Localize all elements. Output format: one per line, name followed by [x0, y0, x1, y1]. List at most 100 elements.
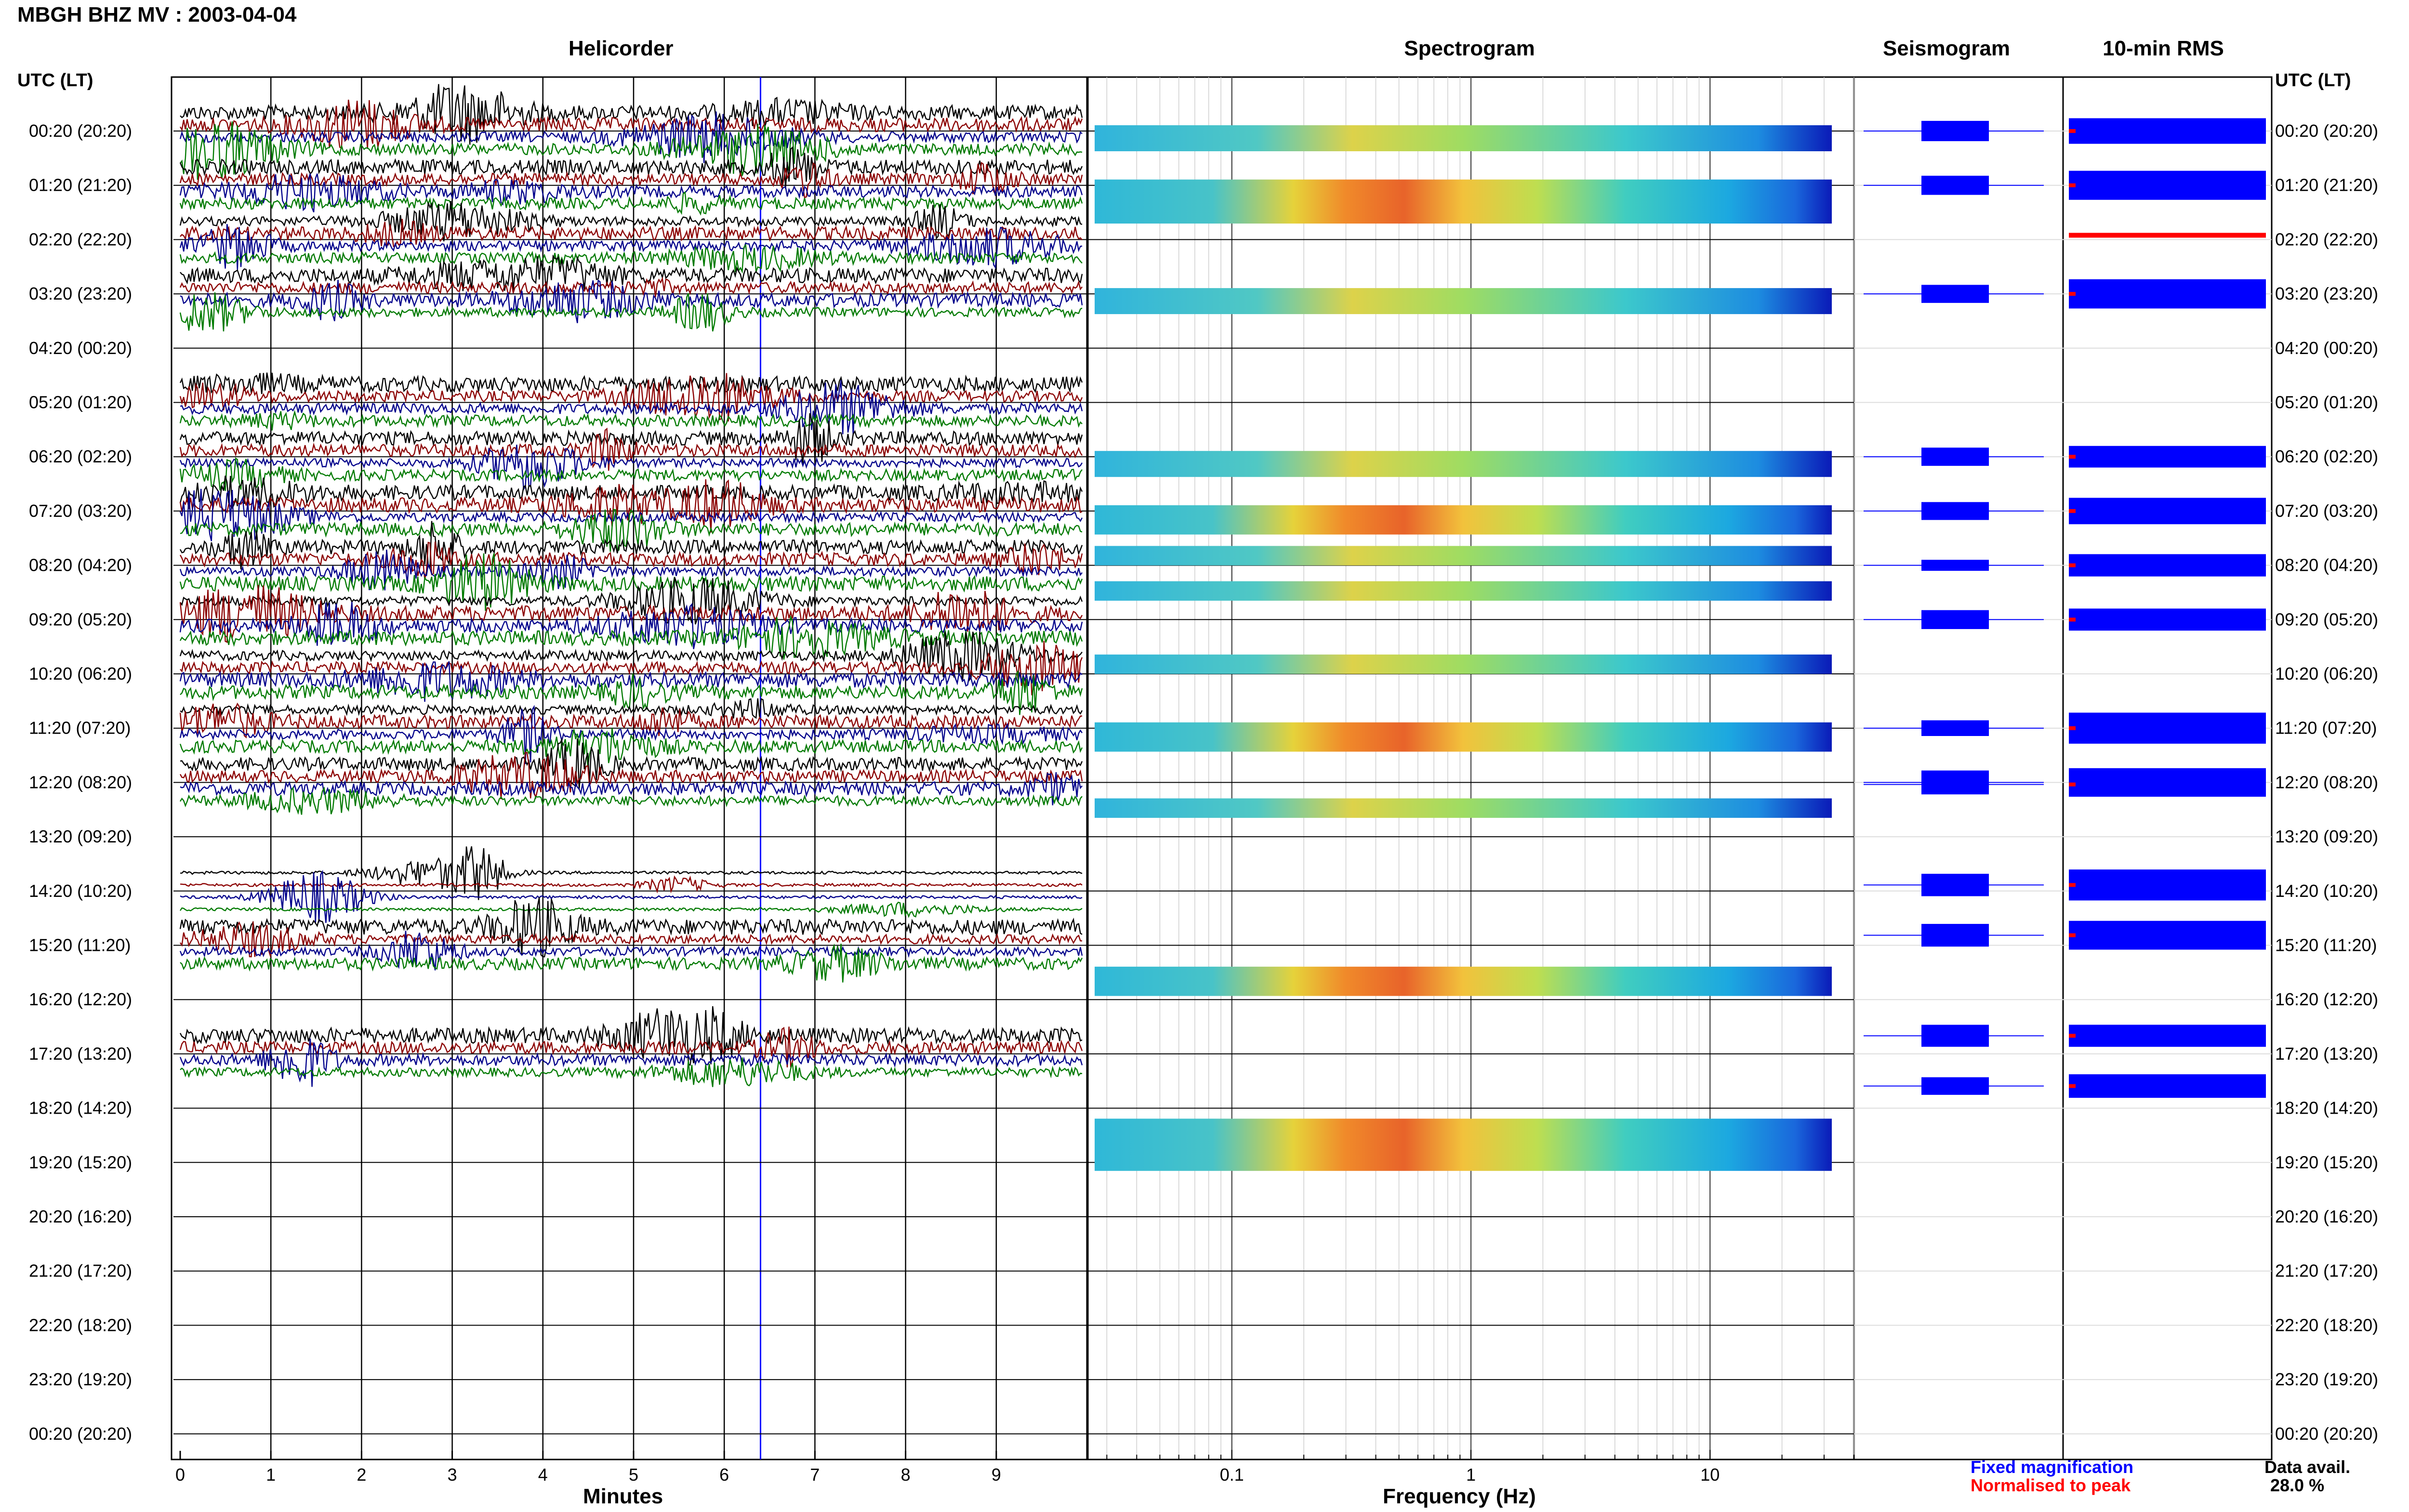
spectrogram-band: [1095, 722, 1832, 752]
rms-peak-line: [2069, 233, 2266, 238]
row-label-left: 21:20 (17:20): [29, 1261, 132, 1281]
row-label-left: 18:20 (14:20): [29, 1098, 132, 1118]
helicorder-trace: [179, 488, 1083, 541]
helicorder-trace: [179, 427, 1083, 471]
row-label-left: 03:20 (23:20): [29, 284, 132, 303]
row-label-left: 09:20 (05:20): [29, 609, 132, 629]
minute-tick-label: 3: [448, 1465, 457, 1485]
rms-normalised-mark: [2069, 618, 2076, 622]
row-label-right: 12:20 (08:20): [2275, 772, 2378, 792]
spectrogram-band: [1095, 966, 1832, 996]
rms-normalised-mark: [2069, 726, 2076, 730]
helicorder-trace: [180, 670, 1083, 715]
rms-normalised-mark: [2069, 563, 2076, 567]
helicorder-trace: [179, 243, 1083, 274]
row-label-left: 14:20 (10:20): [29, 881, 132, 901]
row-label-left: 06:20 (02:20): [29, 447, 132, 466]
spectrogram-band: [1095, 451, 1832, 477]
rms-fixed-bar: [2069, 774, 2266, 795]
spectrogram-band: [1095, 125, 1832, 151]
row-label-right: 14:20 (10:20): [2275, 881, 2378, 901]
helicorder-trace: [180, 380, 1083, 435]
rms-fixed-bar: [2069, 446, 2266, 468]
row-label-left: 01:20 (21:20): [29, 175, 132, 195]
helicorder-trace: [180, 846, 1083, 900]
row-label-right: 22:20 (18:20): [2275, 1315, 2378, 1335]
seismogram-frame: [1853, 76, 2064, 1460]
rms-normalised-mark: [2069, 509, 2076, 513]
helicorder-trace: [180, 943, 1083, 983]
row-label-right: 11:20 (07:20): [2275, 718, 2377, 738]
row-label-left: 19:20 (15:20): [29, 1152, 132, 1172]
helicorder-trace: [179, 1006, 1083, 1066]
row-label-right: 17:20 (13:20): [2275, 1044, 2378, 1064]
row-label-right: 09:20 (05:20): [2275, 609, 2378, 629]
helicorder-trace: [180, 121, 1083, 180]
helicorder-trace: [180, 875, 1083, 894]
row-label-right: 03:20 (23:20): [2275, 284, 2378, 303]
data-availability-value: 28.0 %: [2270, 1475, 2325, 1495]
spectrogram-band: [1095, 581, 1832, 601]
helicorder-trace: [179, 373, 1083, 422]
row-label-left: 13:20 (09:20): [29, 827, 132, 846]
row-label-left: 02:20 (22:20): [29, 229, 132, 249]
helicorder-trace: [179, 786, 1083, 815]
rms-fixed-bar: [2069, 279, 2266, 309]
row-label-right: 08:20 (04:20): [2275, 555, 2378, 575]
rms-fixed-bar: [2069, 869, 2266, 901]
minute-tick-label: 1: [266, 1465, 276, 1485]
helicorder-trace: [180, 509, 1083, 552]
helicorder-trace: [180, 772, 1083, 805]
minute-tick-label: 5: [629, 1465, 638, 1485]
spectrogram-band: [1095, 1118, 1832, 1171]
row-label-left: 04:20 (00:20): [29, 338, 132, 358]
row-label-left: 08:20 (04:20): [29, 555, 132, 575]
helicorder-trace: [179, 457, 1083, 491]
spectrogram-band: [1095, 288, 1832, 315]
x-axis-label-frequency: Frequency (Hz): [1383, 1485, 1536, 1508]
row-label-left: 23:20 (19:20): [29, 1369, 132, 1389]
helicorder-trace: [179, 479, 1083, 533]
rms-normalised-mark: [2069, 129, 2076, 133]
rms-normalised-mark: [2069, 883, 2076, 887]
row-label-right: 15:20 (11:20): [2275, 935, 2377, 955]
helicorder-trace: [180, 921, 1083, 958]
row-label-left: 12:20 (08:20): [29, 772, 132, 792]
rms-normalised-mark: [2069, 933, 2076, 937]
minute-tick-label: 0: [175, 1465, 185, 1485]
row-label-right: 05:20 (01:20): [2275, 393, 2378, 412]
row-label-left: 07:20 (03:20): [29, 501, 132, 521]
minute-tick-label: 6: [719, 1465, 729, 1485]
helicorder-trace: [180, 698, 1083, 719]
helicorder-trace: [179, 445, 1083, 491]
helicorder-trace: [180, 1057, 1083, 1087]
seismogram-title: Seismogram: [1882, 37, 2011, 60]
rms-fixed-bar: [2069, 118, 2266, 144]
helicorder-trace: [179, 553, 1083, 611]
helicorder-trace: [179, 224, 1083, 270]
minute-tick-label: 9: [992, 1465, 1001, 1485]
helicorder-trace: [179, 751, 1083, 800]
minute-tick-label: 2: [357, 1465, 366, 1485]
row-label-right: 19:20 (15:20): [2275, 1152, 2378, 1172]
helicorder-trace: [179, 702, 1083, 739]
helicorder-trace: [179, 413, 1083, 465]
helicorder-trace: [179, 521, 1083, 570]
data-availability-label: Data avail.: [2264, 1457, 2351, 1477]
helicorder-title: Helicorder: [569, 37, 674, 60]
row-label-left: 15:20 (11:20): [29, 935, 131, 955]
spectrogram-band: [1095, 654, 1832, 674]
rms-fixed-bar: [2069, 554, 2266, 577]
row-label-right: 01:20 (21:20): [2275, 175, 2378, 195]
rms-fixed-bar: [2069, 608, 2266, 631]
rms-fixed-bar: [2069, 1074, 2266, 1098]
row-label-left: 11:20 (07:20): [29, 718, 131, 738]
row-label-right: 16:20 (12:20): [2275, 989, 2378, 1009]
spectrogram-title: Spectrogram: [1404, 37, 1535, 60]
helicorder-trace: [179, 541, 1083, 579]
frequency-tick-label: 1: [1466, 1465, 1476, 1485]
helicorder-trace: [179, 931, 1083, 971]
helicorder-trace: [180, 84, 1083, 145]
row-label-right: 21:20 (17:20): [2275, 1261, 2378, 1281]
helicorder-trace: [179, 201, 1083, 242]
